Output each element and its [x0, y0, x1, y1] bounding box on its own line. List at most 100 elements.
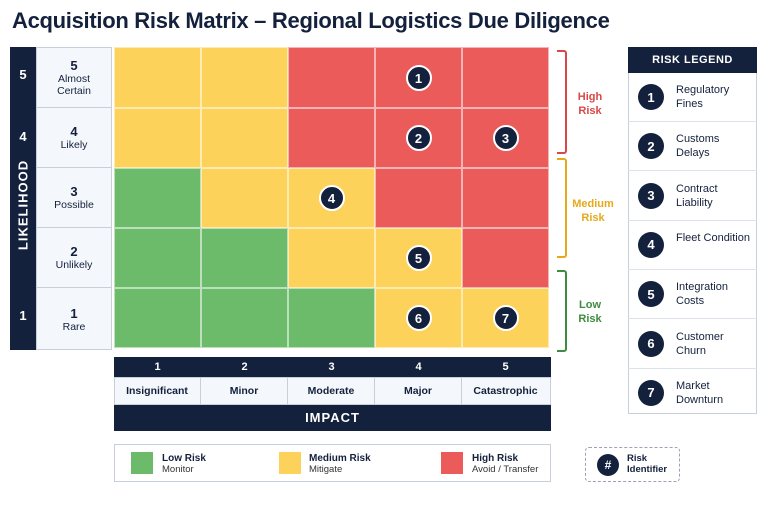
low-risk-zone-label: Low Risk	[578, 299, 602, 325]
medium-risk-key-action: Mitigate	[309, 464, 343, 475]
matrix-cell-unlikely-impact-2	[201, 228, 288, 288]
low-risk-key-action: Monitor	[162, 464, 194, 475]
matrix-cell-likely-impact-2	[201, 108, 288, 168]
color-key	[114, 444, 551, 482]
likelihood-level-label: Almost Certain	[57, 72, 91, 97]
legend-item-2	[628, 122, 757, 172]
likelihood-level-number: 3	[70, 184, 78, 199]
impact-number-2: 2	[241, 361, 248, 373]
likelihood-number-5: 5	[19, 67, 27, 82]
risk-badge-2: 2	[405, 125, 432, 151]
likelihood-level-label: Unlikely	[55, 259, 93, 271]
medium-risk-zone-label: Medium Risk	[572, 198, 614, 224]
matrix-cell-possible-impact-2	[201, 168, 288, 228]
matrix-cell-possible-impact-5	[462, 168, 549, 228]
matrix-cell-rare-impact-3	[288, 288, 375, 348]
matrix-cell-rare-impact-1	[114, 288, 201, 348]
likelihood-level-1: 1 Rare	[36, 288, 112, 350]
high-risk-swatch	[441, 452, 463, 474]
matrix-cell-unlikely-impact-5	[462, 228, 549, 288]
legend-label-2: Customs Delays	[676, 133, 720, 160]
likelihood-level-label: Possible	[54, 199, 94, 211]
impact-label-row	[114, 377, 551, 405]
legend-badge-7: 7	[638, 379, 664, 406]
legend-label-3: Contract Liability	[676, 182, 718, 209]
likelihood-level-number: 1	[70, 305, 78, 321]
likelihood-number-1: 1	[19, 308, 27, 323]
risk-badge-5: 5	[405, 245, 432, 271]
impact-label-insignificant: Insignificant	[114, 377, 201, 405]
medium-risk-swatch	[279, 452, 301, 474]
impact-number-bar	[114, 357, 551, 377]
impact-label-catastrophic: Catastrophic	[473, 385, 538, 397]
matrix-cell-unlikely-impact-1	[114, 228, 201, 288]
matrix-cell-likely-impact-3	[288, 108, 375, 168]
legend-label-5: Integration Costs	[676, 281, 728, 308]
likelihood-axis-bar	[10, 47, 36, 350]
legend-label-4: Fleet Condition	[676, 231, 750, 244]
impact-number-1: 1	[154, 361, 161, 373]
legend-badge-4: 4	[638, 231, 664, 258]
likelihood-level-4: 4 Likely	[36, 108, 112, 168]
risk-badge-7: 7	[492, 305, 519, 331]
impact-label-major: Major	[375, 377, 462, 405]
likelihood-level-3: 3 Possible	[36, 168, 112, 228]
impact-label-minor: Minor	[201, 377, 288, 405]
high-risk-bracket	[557, 50, 567, 154]
legend-item-3	[628, 172, 757, 221]
legend-badge-6: 6	[638, 330, 664, 357]
low-risk-key-title: Low Risk	[162, 453, 206, 464]
high-risk-zone-label: High Risk	[577, 91, 603, 117]
medium-risk-key-title: Medium Risk	[309, 453, 371, 464]
likelihood-level-5: 5 Almost Certain	[36, 47, 112, 108]
low-risk-swatch	[131, 452, 153, 474]
likelihood-level-number: 5	[70, 57, 78, 73]
matrix-cell-almost-certain-impact-3	[288, 47, 375, 108]
impact-number-4: 4	[415, 361, 422, 373]
matrix-cell-almost-certain-impact-5	[462, 47, 549, 108]
likelihood-level-number: 2	[70, 244, 78, 259]
impact-axis-title: IMPACT	[114, 405, 551, 431]
likelihood-number-4: 4	[19, 129, 27, 144]
high-risk-key-title: High Risk	[472, 453, 519, 464]
matrix-cell-possible-impact-1	[114, 168, 201, 228]
high-risk-key-action: Avoid / Transfer	[472, 464, 539, 475]
legend-label-1: Regulatory Fines	[676, 84, 730, 110]
legend-badge-3: 3	[638, 182, 664, 209]
risk-identifier-box	[585, 447, 680, 482]
low-risk-bracket	[557, 270, 567, 352]
matrix-cell-unlikely-impact-3	[288, 228, 375, 288]
legend-badge-5: 5	[638, 281, 664, 308]
likelihood-level-2: 2 Unlikely	[36, 228, 112, 288]
risk-badge-1: 1	[405, 65, 432, 91]
likelihood-level-label: Rare	[62, 320, 86, 333]
matrix-cell-likely-impact-1	[114, 108, 201, 168]
matrix-cell-almost-certain-impact-1	[114, 47, 201, 108]
high-risk-key: High Risk Avoid / Transfer	[472, 453, 538, 475]
likelihood-level-label: Likely	[60, 139, 88, 151]
risk-identifier-label: Risk Identifier	[627, 453, 668, 475]
low-risk-key: Low Risk Monitor	[162, 453, 206, 475]
legend-label-6: Customer Churn	[676, 330, 724, 357]
risk-badge-6: 6	[405, 305, 432, 331]
legend-item-5	[628, 270, 757, 320]
legend-badge-2: 2	[638, 133, 664, 160]
risk-badge-3: 3	[492, 125, 519, 151]
legend-item-4	[628, 221, 757, 270]
likelihood-label-column	[36, 47, 112, 350]
legend-item-1	[628, 73, 757, 122]
medium-risk-bracket	[557, 158, 567, 258]
impact-number-5: 5	[502, 361, 509, 373]
likelihood-level-number: 4	[70, 124, 78, 139]
page-title: Acquisition Risk Matrix – Regional Logis…	[12, 8, 610, 33]
legend-badge-1: 1	[638, 84, 664, 110]
likelihood-axis-title: LIKELIHOOD	[15, 159, 31, 251]
risk-legend-title: RISK LEGEND	[628, 47, 757, 73]
medium-risk-key: Medium Risk Mitigate	[309, 453, 371, 475]
matrix-cell-almost-certain-impact-2	[201, 47, 288, 108]
impact-label-moderate: Moderate	[288, 377, 375, 405]
legend-item-6	[628, 320, 757, 369]
legend-label-7: Market Downturn	[676, 379, 724, 406]
risk-badge-4: 4	[318, 185, 345, 211]
risk-identifier-badge: #	[597, 454, 619, 476]
